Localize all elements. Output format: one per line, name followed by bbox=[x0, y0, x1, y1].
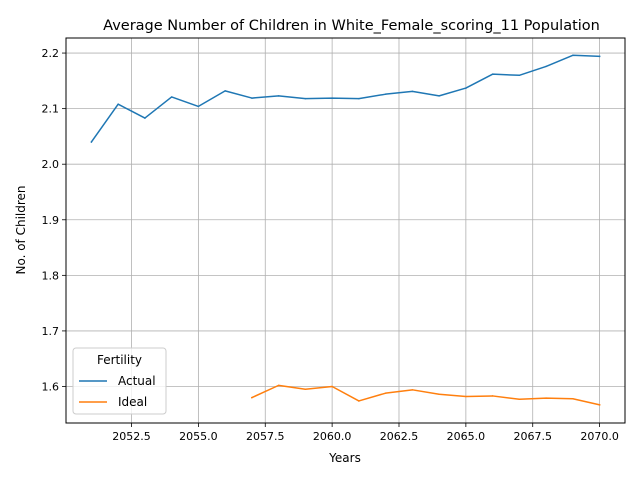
data-point-ideal bbox=[545, 397, 547, 399]
data-point-ideal bbox=[438, 393, 440, 396]
data-point-actual bbox=[304, 97, 307, 100]
data-point-actual bbox=[197, 105, 200, 108]
y-tick-label: 1.6 bbox=[42, 380, 60, 393]
y-tick-label: 2.2 bbox=[42, 47, 60, 60]
data-point-actual bbox=[545, 65, 547, 68]
data-point-actual bbox=[465, 87, 467, 89]
data-point-actual bbox=[224, 90, 226, 92]
x-tick-label: 2067.5 bbox=[513, 430, 552, 443]
data-point-ideal bbox=[572, 397, 574, 400]
data-point-ideal bbox=[518, 398, 521, 401]
data-point-ideal bbox=[598, 404, 601, 406]
data-point-ideal bbox=[358, 400, 360, 402]
data-point-actual bbox=[411, 90, 414, 93]
data-point-ideal bbox=[491, 395, 494, 397]
legend: Fertility Actual Ideal bbox=[72, 347, 167, 415]
data-point-ideal bbox=[277, 384, 280, 387]
legend-box bbox=[72, 347, 167, 415]
y-axis: 1.6 1.7 1.8 1.9 2.0 2.1 2.2 bbox=[42, 47, 66, 393]
data-point-actual bbox=[438, 95, 440, 97]
data-point-ideal bbox=[304, 388, 307, 391]
data-point-actual bbox=[572, 54, 574, 57]
chart-title: Average Number of Children in White_Fema… bbox=[103, 18, 600, 34]
data-point-actual bbox=[491, 73, 494, 75]
x-tick-label: 2060.0 bbox=[313, 430, 352, 443]
y-tick-label: 1.7 bbox=[42, 325, 60, 338]
y-tick-label: 1.9 bbox=[42, 214, 60, 227]
x-tick-label: 2057.5 bbox=[246, 430, 285, 443]
y-axis-label: No. of Children bbox=[14, 185, 28, 274]
data-point-ideal bbox=[384, 392, 387, 394]
data-point-ideal bbox=[411, 389, 414, 391]
y-tick-label: 1.8 bbox=[42, 269, 60, 282]
data-point-actual bbox=[251, 97, 253, 99]
data-point-actual bbox=[331, 97, 333, 99]
series-line-actual bbox=[90, 54, 601, 144]
plot-frame bbox=[65, 37, 626, 424]
data-point-actual bbox=[358, 97, 360, 100]
data-point-actual bbox=[384, 93, 387, 95]
legend-title: Fertility bbox=[97, 353, 142, 367]
x-tick-label: 2062.5 bbox=[380, 430, 419, 443]
legend-items: Actual Ideal bbox=[79, 374, 156, 409]
series-layer bbox=[90, 54, 601, 406]
y-tick-label: 2.1 bbox=[42, 103, 60, 116]
data-point-actual bbox=[598, 55, 601, 58]
data-point-ideal bbox=[331, 385, 333, 388]
data-point-actual bbox=[518, 74, 521, 77]
x-tick-label: 2055.0 bbox=[179, 430, 218, 443]
data-point-actual bbox=[117, 103, 119, 105]
series-line-ideal bbox=[250, 384, 601, 406]
data-point-actual bbox=[170, 96, 173, 98]
legend-label-ideal: Ideal bbox=[118, 395, 147, 409]
x-axis-label: Years bbox=[328, 451, 361, 465]
y-tick-label: 2.0 bbox=[42, 158, 60, 171]
data-point-actual bbox=[90, 141, 93, 143]
x-tick-label: 2065.0 bbox=[447, 430, 486, 443]
data-point-actual bbox=[144, 117, 146, 119]
data-point-actual bbox=[277, 95, 280, 97]
x-tick-label: 2052.5 bbox=[112, 430, 151, 443]
legend-label-actual: Actual bbox=[118, 374, 156, 388]
data-point-ideal bbox=[465, 395, 467, 398]
data-point-ideal bbox=[251, 396, 253, 399]
x-tick-label: 2070.0 bbox=[580, 430, 619, 443]
x-axis: 2052.5 2055.0 2057.5 2060.0 2062.5 2065.0 2067… bbox=[112, 423, 619, 443]
